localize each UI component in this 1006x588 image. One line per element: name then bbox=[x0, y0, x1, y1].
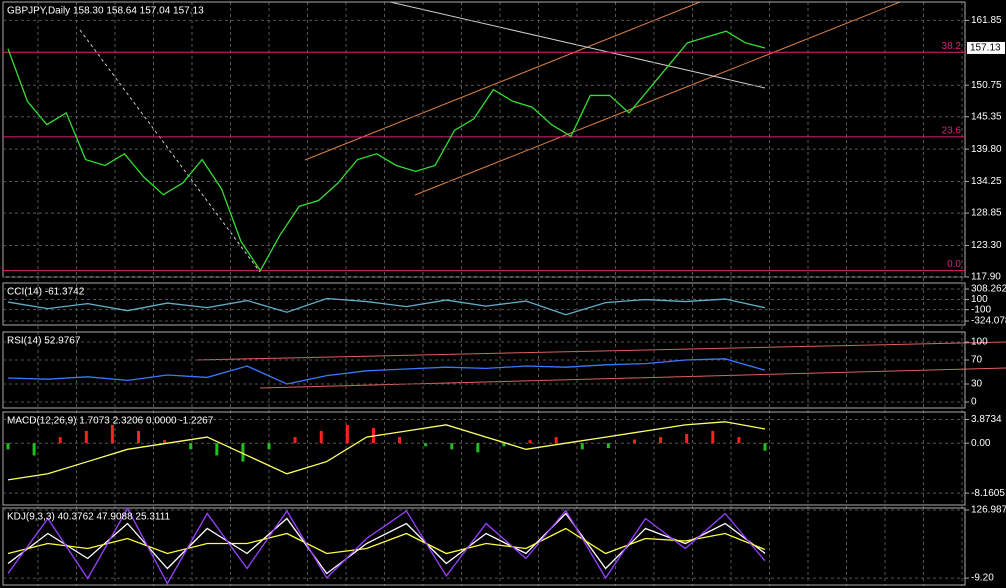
y-tick-label: 161.85 bbox=[971, 15, 1002, 26]
fib-label: 38.2 bbox=[942, 41, 962, 52]
y-tick-label: -100 bbox=[971, 304, 991, 315]
y-tick-label: 100 bbox=[971, 294, 988, 305]
y-tick-label: 0.00 bbox=[971, 438, 991, 449]
trend-lines bbox=[79, 1, 1006, 389]
y-tick-label: 126.9879 bbox=[971, 505, 1006, 516]
y-tick-label: -8.1605 bbox=[971, 488, 1005, 499]
y-tick-label: 3.8734 bbox=[971, 414, 1002, 425]
y-tick-label: 134.25 bbox=[971, 176, 1002, 187]
y-tick-label: 117.90 bbox=[971, 272, 1001, 283]
y-tick-label: 145.35 bbox=[971, 111, 1002, 122]
panel-frame bbox=[2, 411, 966, 506]
rsi-trend bbox=[259, 367, 1006, 389]
series-line bbox=[7, 30, 766, 272]
y-tick-label: 70 bbox=[971, 355, 983, 366]
panel-label: CCI(14) -61.3742 bbox=[7, 287, 85, 298]
y-tick-label: 0 bbox=[971, 397, 977, 408]
panel-label: GBPJPY,Daily 158.30 158.64 157.04 157.13 bbox=[7, 6, 204, 17]
panel-label: KDJ(9,3,3) 40.3762 47.9088 25.3111 bbox=[7, 512, 171, 523]
series-line bbox=[7, 512, 766, 575]
current-price-box bbox=[967, 41, 1005, 54]
trend-line bbox=[79, 29, 261, 273]
series-line bbox=[7, 507, 766, 585]
fib-label: 0.0 bbox=[947, 259, 961, 270]
series-line bbox=[7, 297, 766, 316]
y-tick-label: -324.078 bbox=[971, 316, 1006, 327]
panel-frame bbox=[2, 282, 966, 326]
channel-line bbox=[304, 1, 701, 161]
y-tick-label: -9.20 bbox=[971, 573, 994, 584]
series-line bbox=[7, 358, 766, 385]
panel-label: RSI(14) 52.9767 bbox=[7, 336, 81, 347]
rsi-trend bbox=[194, 341, 1006, 361]
y-tick-label: 123.30 bbox=[971, 240, 1002, 251]
series-line bbox=[7, 527, 766, 555]
panel-label: MACD(12,26,9) 1.7073 2.3206 0.0000 -1.22… bbox=[7, 416, 214, 427]
y-tick-label: 30 bbox=[971, 379, 983, 390]
y-tick-label: 100 bbox=[971, 337, 988, 348]
y-tick-label: 128.85 bbox=[971, 208, 1002, 219]
current-price: 157.13 bbox=[970, 43, 1001, 54]
channel-line bbox=[414, 1, 901, 196]
y-tick-label: 308.2626 bbox=[971, 284, 1006, 295]
y-tick-label: 139.80 bbox=[971, 144, 1002, 155]
panel-frame bbox=[2, 507, 966, 586]
fib-label: 23.6 bbox=[942, 126, 962, 137]
series-line bbox=[7, 421, 766, 481]
y-tick-label: 150.75 bbox=[971, 80, 1002, 91]
panel-frame bbox=[2, 331, 966, 409]
